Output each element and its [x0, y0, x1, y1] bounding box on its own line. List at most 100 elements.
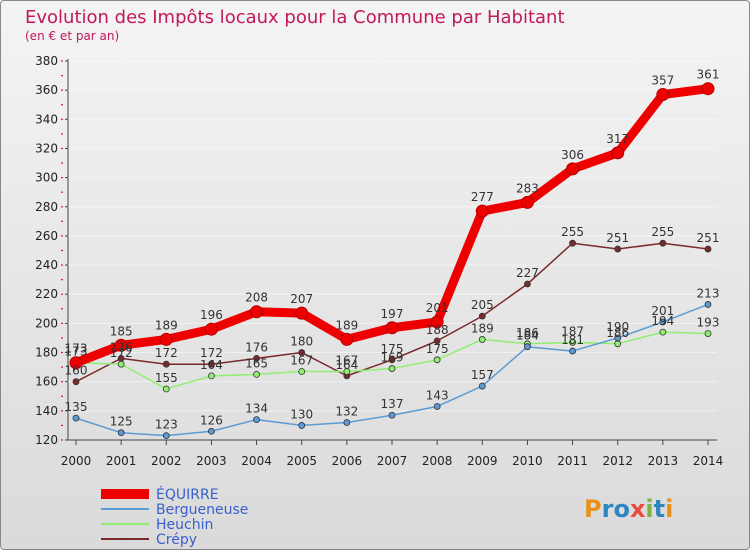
data-label: 134: [245, 402, 268, 416]
data-label: 157: [471, 368, 494, 382]
x-tick-label: 2005: [286, 454, 317, 468]
data-point: [298, 368, 306, 375]
data-point: [253, 354, 260, 362]
data-point: [656, 88, 670, 102]
x-tick-label: 2010: [512, 454, 543, 468]
data-label: 172: [200, 346, 223, 360]
y-tick-label: 200: [35, 316, 58, 330]
data-point: [208, 360, 215, 368]
data-label: 135: [65, 400, 88, 414]
data-point: [524, 280, 531, 288]
data-point: [704, 330, 712, 337]
data-label: 251: [606, 231, 629, 245]
data-label: 164: [200, 358, 223, 372]
x-tick-label: 2004: [241, 454, 272, 468]
data-label: 361: [697, 68, 720, 82]
data-point: [388, 411, 396, 419]
data-label: 189: [155, 318, 178, 332]
data-point: [162, 432, 170, 440]
data-label: 277: [471, 190, 494, 204]
data-label: 189: [335, 318, 358, 332]
data-point: [659, 328, 667, 336]
data-label: 186: [516, 326, 539, 340]
data-label: 143: [426, 388, 449, 402]
data-point: [520, 195, 534, 209]
legend-label: Heuchin: [156, 517, 213, 533]
data-point: [69, 356, 83, 370]
data-point: [433, 337, 441, 345]
data-point: [659, 239, 667, 247]
data-label: 155: [155, 371, 178, 385]
data-label: 125: [110, 415, 133, 429]
x-tick-label: 2001: [106, 454, 137, 468]
y-tick-label: 140: [35, 404, 58, 418]
data-point: [117, 360, 125, 368]
y-tick-label: 280: [35, 200, 58, 214]
data-point: [117, 429, 125, 437]
data-label: 167: [335, 353, 358, 367]
data-point: [433, 356, 441, 364]
data-label: 123: [155, 418, 178, 432]
data-point: [475, 204, 489, 218]
legend-label: ÉQUIRRE: [156, 486, 219, 503]
data-label: 132: [335, 405, 358, 419]
data-point: [295, 306, 309, 320]
chart-title: Evolution des Impôts locaux pour la Comm…: [25, 7, 565, 28]
data-point: [250, 305, 264, 319]
x-tick-label: 2000: [61, 454, 92, 468]
data-point: [204, 322, 218, 336]
x-tick-label: 2002: [151, 454, 182, 468]
data-label: 173: [65, 342, 88, 356]
data-label: 176: [245, 340, 268, 354]
data-point: [162, 360, 170, 368]
y-tick-label: 160: [35, 375, 58, 389]
data-label: 201: [651, 304, 674, 318]
data-point: [388, 356, 396, 364]
y-tick-label: 380: [35, 54, 58, 68]
data-point: [659, 318, 667, 326]
data-point: [524, 343, 531, 351]
data-label: 172: [155, 346, 178, 360]
data-label: 180: [290, 335, 313, 349]
data-label: 193: [697, 316, 720, 330]
data-label: 190: [606, 320, 629, 334]
data-label: 255: [561, 225, 584, 239]
x-tick-label: 2007: [377, 454, 408, 468]
data-point: [159, 332, 173, 346]
data-label: 189: [471, 321, 494, 335]
data-label: 165: [245, 356, 268, 370]
data-point: [478, 336, 486, 343]
data-point: [114, 338, 128, 352]
data-label: 126: [200, 413, 223, 427]
y-tick-label: 120: [35, 433, 58, 447]
data-label: 255: [651, 225, 674, 239]
data-point: [614, 245, 622, 253]
x-tick-label: 2003: [196, 454, 227, 468]
data-point: [208, 427, 215, 435]
data-point: [385, 321, 399, 335]
data-label: 167: [290, 353, 313, 367]
y-tick-label: 360: [35, 83, 58, 97]
y-tick-label: 320: [35, 141, 58, 155]
data-label: 194: [651, 314, 674, 328]
data-point: [343, 368, 351, 375]
data-point: [433, 403, 441, 410]
data-label: 197: [381, 307, 404, 321]
legend-label: Crépy: [156, 532, 197, 548]
data-label: 207: [290, 292, 313, 306]
data-label: 176: [110, 340, 133, 354]
data-point: [569, 239, 576, 247]
data-point: [388, 365, 396, 372]
data-label: 317: [606, 132, 629, 146]
data-label: 196: [200, 308, 223, 322]
data-point: [340, 332, 354, 346]
data-label: 185: [110, 324, 133, 338]
data-point: [430, 315, 444, 329]
data-point: [72, 414, 80, 422]
data-point: [614, 340, 622, 348]
y-tick-label: 340: [35, 112, 58, 126]
x-tick-label: 2011: [557, 454, 588, 468]
data-label: 187: [561, 324, 584, 338]
data-label: 208: [245, 291, 268, 305]
